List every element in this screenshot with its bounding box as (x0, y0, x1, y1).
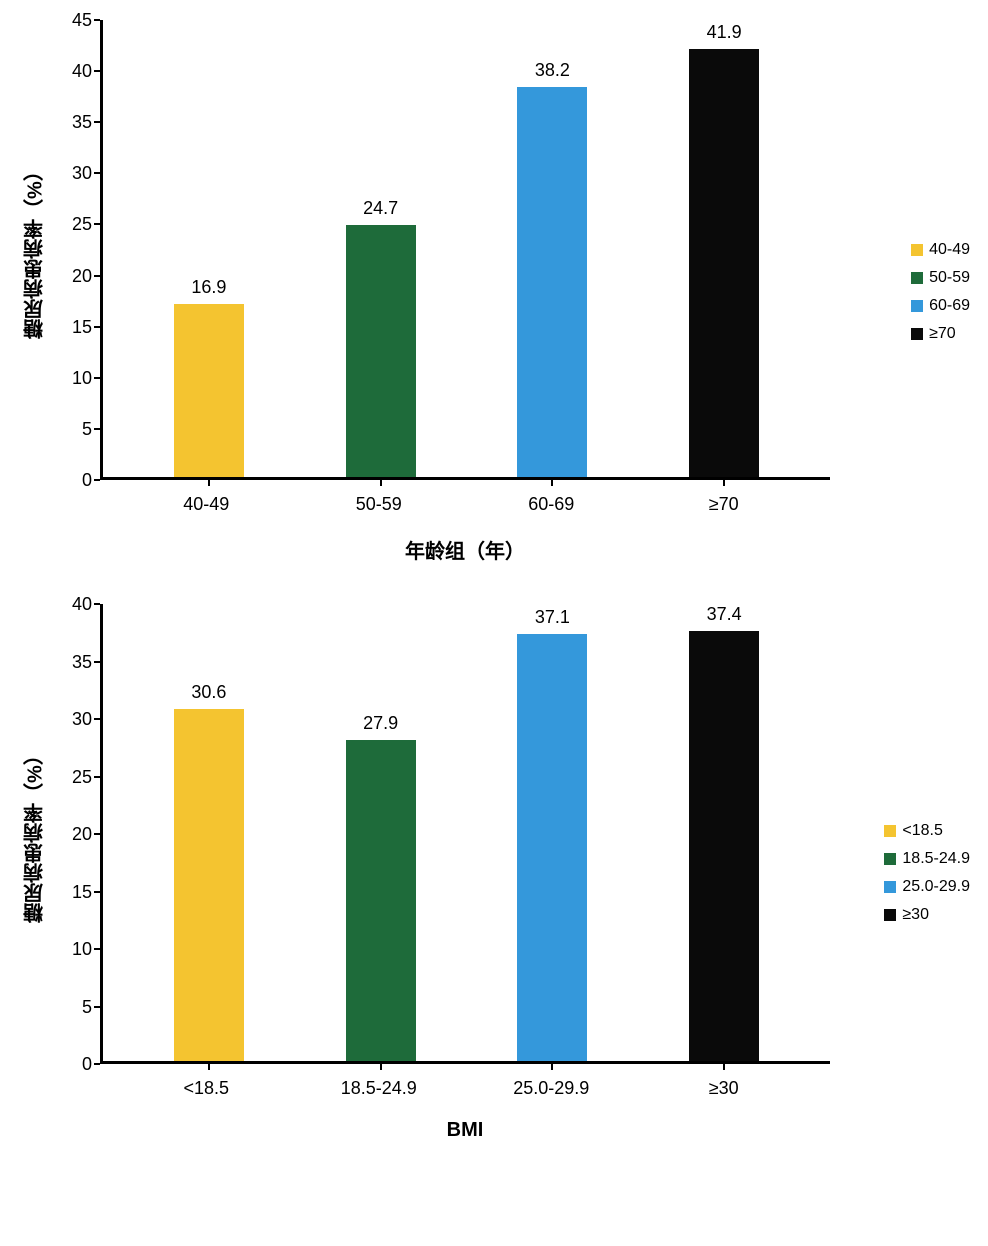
y-tick-label: 5 (82, 998, 92, 1016)
y-tick-label: 0 (82, 471, 92, 489)
x-tick-label: 40-49 (120, 494, 293, 515)
y-tick-label: 15 (72, 883, 92, 901)
legend-swatch (911, 244, 923, 256)
legend-item: ≥30 (884, 906, 970, 924)
bar (517, 634, 587, 1061)
bar-value-label: 27.9 (363, 713, 398, 734)
y-tick-label: 35 (72, 113, 92, 131)
legend-label: ≥70 (929, 325, 956, 343)
y-axis-label: 糖尿病患病率（%） (20, 20, 50, 480)
bar-group: 41.9 (638, 22, 810, 477)
bar (174, 709, 244, 1061)
x-axis-labels: 40-4950-5960-69≥70 (100, 494, 830, 515)
legend-label: 40-49 (929, 241, 970, 259)
x-tick-label: 60-69 (465, 494, 638, 515)
x-tick-label: ≥30 (638, 1078, 811, 1099)
bar (346, 225, 416, 477)
x-axis-label: BMI (100, 1119, 830, 1142)
chart-age-group: 糖尿病患病率（%） 051015202530354045 16.924.738.… (20, 20, 960, 564)
y-tick-label: 40 (72, 595, 92, 613)
bar (689, 631, 759, 1061)
x-axis-labels: <18.518.5-24.925.0-29.9≥30 (100, 1078, 830, 1099)
legend-swatch (884, 853, 896, 865)
y-tick-label: 35 (72, 653, 92, 671)
bar (689, 49, 759, 477)
y-tick-label: 30 (72, 164, 92, 182)
legend-swatch (911, 300, 923, 312)
bar (346, 740, 416, 1061)
y-axis-label: 糖尿病患病率（%） (20, 604, 50, 1064)
bar (174, 304, 244, 477)
y-axis: 051015202530354045 (50, 20, 100, 480)
legend-item: <18.5 (884, 822, 970, 840)
y-tick-label: 25 (72, 215, 92, 233)
legend-label: 18.5-24.9 (902, 850, 970, 868)
legend-item: 25.0-29.9 (884, 878, 970, 896)
x-tick-mark (723, 1064, 725, 1070)
bar-group: 37.1 (467, 607, 639, 1061)
bar-group: 37.4 (638, 604, 810, 1061)
y-tick-label: 20 (72, 267, 92, 285)
bar-group: 16.9 (123, 277, 295, 477)
legend-label: <18.5 (902, 822, 942, 840)
legend-swatch (884, 881, 896, 893)
x-tick-mark (551, 480, 553, 486)
y-tick-label: 20 (72, 825, 92, 843)
legend: <18.5 18.5-24.9 25.0-29.9 ≥30 (884, 822, 970, 924)
x-tick-label: 25.0-29.9 (465, 1078, 638, 1099)
bar-value-label: 16.9 (191, 277, 226, 298)
legend-swatch (911, 328, 923, 340)
legend-item: 18.5-24.9 (884, 850, 970, 868)
x-tick-label: 50-59 (293, 494, 466, 515)
legend-item: 50-59 (911, 269, 970, 287)
x-tick-mark (208, 480, 210, 486)
x-tick-mark (723, 480, 725, 486)
legend-swatch (884, 909, 896, 921)
y-tick-label: 10 (72, 369, 92, 387)
y-tick-label: 25 (72, 768, 92, 786)
y-tick-label: 10 (72, 940, 92, 958)
x-tick-label: <18.5 (120, 1078, 293, 1099)
y-tick-label: 40 (72, 62, 92, 80)
bar-value-label: 37.1 (535, 607, 570, 628)
bar-value-label: 24.7 (363, 198, 398, 219)
bar-group: 27.9 (295, 713, 467, 1061)
bar-group: 24.7 (295, 198, 467, 477)
legend-item: 60-69 (911, 297, 970, 315)
x-axis-label: 年龄组（年） (100, 535, 830, 564)
legend: 40-49 50-59 60-69 ≥70 (911, 241, 970, 343)
bar-group: 38.2 (467, 60, 639, 477)
legend-item: ≥70 (911, 325, 970, 343)
plot-area: 16.9 24.7 38.2 41.9 (100, 20, 830, 480)
bar-value-label: 41.9 (707, 22, 742, 43)
bar-group: 30.6 (123, 682, 295, 1061)
x-tick-mark (551, 1064, 553, 1070)
legend-label: ≥30 (902, 906, 929, 924)
bar-value-label: 30.6 (191, 682, 226, 703)
y-axis: 0510152025303540 (50, 604, 100, 1064)
legend-label: 60-69 (929, 297, 970, 315)
x-tick-label: ≥70 (638, 494, 811, 515)
y-tick-label: 15 (72, 318, 92, 336)
legend-swatch (884, 825, 896, 837)
x-tick-mark (380, 480, 382, 486)
bar-value-label: 38.2 (535, 60, 570, 81)
x-tick-mark (208, 1064, 210, 1070)
chart-bmi: 糖尿病患病率（%） 0510152025303540 30.627.937.13… (20, 604, 960, 1142)
y-tick-label: 5 (82, 420, 92, 438)
x-tick-label: 18.5-24.9 (293, 1078, 466, 1099)
bar-value-label: 37.4 (707, 604, 742, 625)
legend-item: 40-49 (911, 241, 970, 259)
y-tick-label: 45 (72, 11, 92, 29)
x-tick-mark (380, 1064, 382, 1070)
legend-swatch (911, 272, 923, 284)
legend-label: 50-59 (929, 269, 970, 287)
y-tick-label: 0 (82, 1055, 92, 1073)
y-tick-label: 30 (72, 710, 92, 728)
legend-label: 25.0-29.9 (902, 878, 970, 896)
plot-area: 30.6 27.9 37.1 37.4 (100, 604, 830, 1064)
bar (517, 87, 587, 477)
